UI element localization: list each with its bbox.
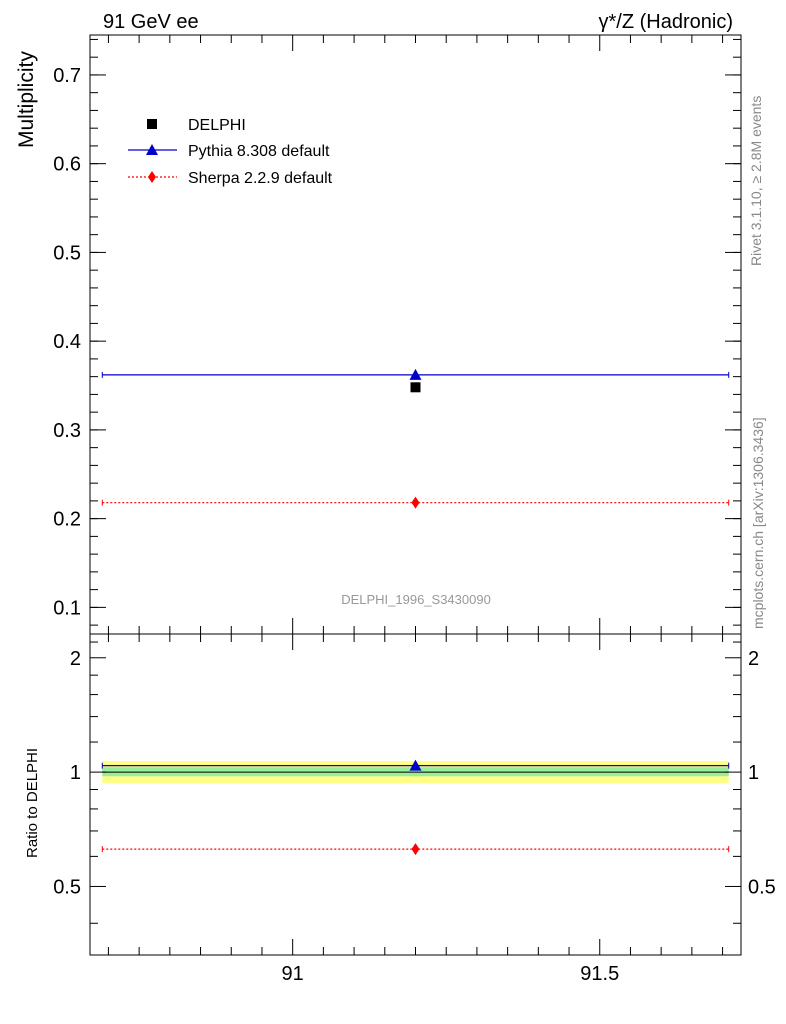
rivet-label: Rivet 3.1.10, ≥ 2.8M events: [748, 96, 764, 266]
header-right-label: γ*/Z (Hadronic): [599, 11, 733, 33]
ratio-ytick-label-left: 1: [70, 762, 81, 784]
legend-marker-delphi: [147, 119, 157, 129]
main-ytick-label: 0.1: [53, 597, 81, 619]
pythia-ratio-marker: [409, 759, 422, 771]
main-ytick-label: 0.7: [53, 65, 81, 87]
ratio-plot-frame: [89, 633, 742, 956]
legend-marker-sherpa: [148, 171, 156, 183]
header-left-label: 91 GeV ee: [103, 11, 199, 33]
ratio-ytick-label-right: 0.5: [748, 876, 776, 898]
analysis-watermark: DELPHI_1996_S3430090: [341, 592, 491, 607]
main-ytick-label: 0.3: [53, 420, 81, 442]
legend-label-pythia: Pythia 8.308 default: [188, 143, 330, 160]
ratio-ytick-label-right: 1: [748, 762, 759, 784]
sherpa-main-marker: [411, 496, 420, 509]
main-ytick-label: 0.2: [53, 509, 81, 531]
ratio-ytick-label-right: 2: [748, 648, 759, 670]
main-ytick-label: 0.4: [53, 331, 81, 353]
main-ytick-label: 0.6: [53, 154, 81, 176]
ratio-xtick-label: 91: [282, 963, 304, 985]
legend-label-sherpa: Sherpa 2.2.9 default: [188, 170, 333, 187]
ratio-ylabel: Ratio to DELPHI: [24, 748, 41, 858]
ratio-ytick-label-left: 0.5: [53, 876, 81, 898]
legend-marker-pythia: [146, 144, 158, 155]
main-ytick-label: 0.5: [53, 242, 81, 264]
ratio-xtick-label: 91.5: [580, 963, 619, 985]
ratio-ytick-label-left: 2: [70, 648, 81, 670]
pythia-main-marker: [409, 368, 422, 380]
mcplots-label: mcplots.cern.ch [arXiv:1306.3436]: [750, 417, 766, 629]
sherpa-ratio-marker: [411, 843, 420, 856]
delphi-data-point: [410, 382, 421, 393]
legend-label-delphi: DELPHI: [188, 117, 246, 134]
main-ylabel: Multiplicity: [15, 51, 38, 148]
